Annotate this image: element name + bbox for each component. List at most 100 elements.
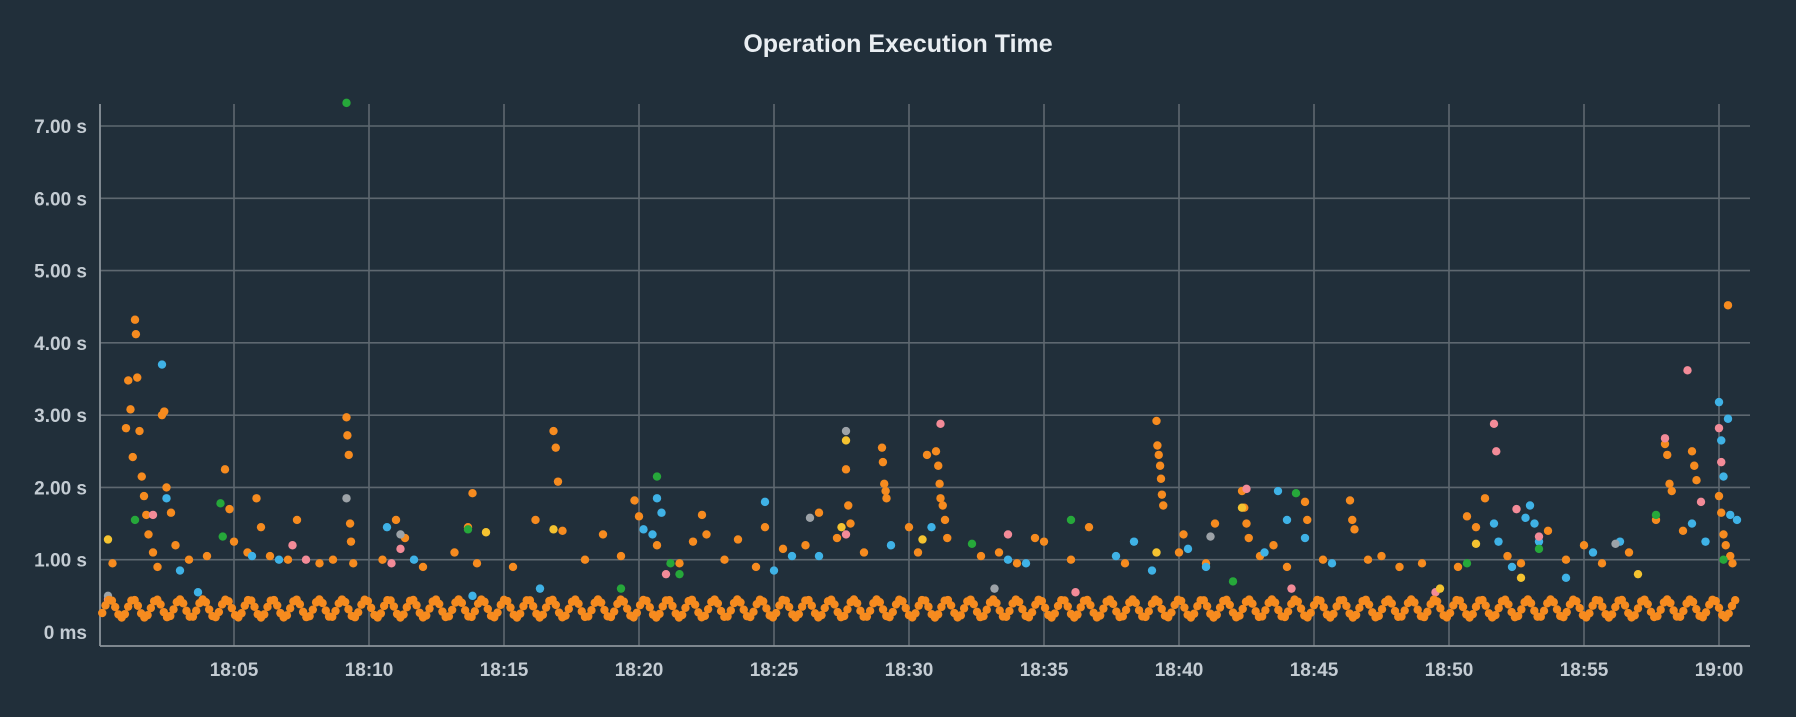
baseline-point	[1679, 606, 1688, 616]
data-point-blue	[1525, 501, 1535, 510]
data-point-orange	[751, 562, 761, 572]
baseline-point	[1154, 597, 1163, 607]
data-point-pink	[1287, 584, 1296, 593]
data-point-blue	[1183, 544, 1193, 554]
baseline-point	[597, 598, 606, 607]
data-point-green	[1651, 510, 1661, 520]
data-point-blue	[1489, 519, 1499, 528]
data-point-orange	[252, 494, 261, 503]
baseline-point	[470, 607, 480, 616]
baseline-point	[1342, 601, 1351, 611]
data-point-gray	[990, 584, 999, 593]
baseline-point	[295, 600, 305, 609]
baseline-point	[1329, 609, 1338, 619]
baseline-point	[1594, 596, 1604, 605]
baseline-point	[959, 604, 969, 613]
data-point-orange	[171, 541, 180, 550]
baseline-point	[1711, 596, 1720, 606]
baseline-point	[285, 604, 295, 613]
baseline-point	[781, 596, 791, 605]
data-point-orange	[1363, 555, 1373, 564]
baseline-point	[632, 608, 642, 617]
data-point-orange	[345, 519, 355, 528]
data-point-orange	[675, 559, 684, 568]
data-point-orange	[328, 555, 338, 564]
baseline-point	[111, 602, 120, 612]
data-point-pink	[661, 569, 671, 579]
baseline-point	[273, 601, 282, 610]
baseline-point	[840, 611, 849, 621]
baseline-point	[982, 605, 991, 614]
data-point-orange	[877, 443, 887, 452]
baseline-point	[681, 603, 690, 612]
baseline-point	[1121, 605, 1131, 615]
baseline-point	[528, 602, 538, 611]
data-point-pink	[1717, 457, 1726, 467]
data-point-orange	[1717, 508, 1726, 517]
baseline-point	[878, 605, 888, 614]
data-point-orange	[1660, 439, 1670, 449]
data-point-yellow	[1435, 584, 1445, 593]
data-point-yellow	[1516, 573, 1526, 582]
data-point-orange	[1503, 551, 1512, 561]
baseline-point	[1063, 602, 1072, 611]
data-point-blue	[175, 566, 185, 575]
data-point-pink	[1696, 497, 1706, 507]
data-point-orange	[128, 452, 137, 462]
data-point-orange	[1153, 441, 1162, 450]
baseline-point	[1724, 609, 1733, 618]
baseline-point	[1432, 597, 1442, 606]
data-point-orange	[1597, 559, 1607, 568]
baseline-point	[1468, 609, 1477, 619]
data-point-orange	[1066, 555, 1076, 564]
baseline-point	[1095, 611, 1105, 620]
baseline-point	[1526, 599, 1536, 608]
data-point-green	[1228, 577, 1238, 586]
data-point-orange	[1624, 548, 1634, 557]
chart-title: Operation Execution Time	[743, 30, 1052, 58]
baseline-point	[1731, 596, 1740, 605]
data-point-orange	[343, 431, 352, 440]
data-point-orange	[131, 329, 141, 339]
data-point-orange	[1561, 555, 1571, 564]
baseline-point	[1076, 603, 1085, 612]
y-tick-label: 2.00 s	[34, 478, 87, 499]
data-point-orange	[1687, 447, 1697, 456]
data-point-pink	[1660, 434, 1670, 443]
baseline-point	[503, 596, 512, 606]
baseline-point	[263, 602, 272, 612]
data-point-orange	[943, 533, 952, 543]
data-point-orange	[126, 405, 135, 414]
baseline-point	[1517, 605, 1526, 614]
data-point-pink	[1003, 530, 1013, 539]
data-point-pink	[387, 559, 396, 568]
data-point-blue	[927, 522, 936, 532]
baseline-point	[169, 605, 178, 614]
data-point-orange	[1690, 461, 1699, 470]
baseline-point	[506, 603, 515, 612]
data-point-yellow	[918, 535, 927, 544]
data-point-blue	[886, 541, 896, 550]
data-point-pink	[1534, 532, 1544, 541]
data-point-orange	[108, 559, 117, 568]
data-point-orange	[1417, 559, 1427, 568]
baseline-point	[1027, 608, 1037, 617]
data-point-orange	[702, 530, 711, 539]
baseline-point	[600, 605, 609, 615]
data-point-blue	[468, 591, 477, 601]
baseline-point	[389, 602, 399, 611]
data-point-green	[342, 98, 351, 108]
data-point-orange	[1242, 519, 1251, 528]
data-point-yellow	[1152, 548, 1161, 557]
data-point-orange	[1719, 530, 1728, 539]
baseline-point	[516, 609, 525, 618]
baseline-point	[1701, 608, 1711, 617]
data-point-blue	[1147, 566, 1157, 575]
data-point-orange	[133, 373, 142, 382]
baseline-point	[1656, 605, 1665, 614]
baseline-point	[1455, 596, 1465, 605]
baseline-point	[794, 609, 804, 619]
data-point-green	[1462, 559, 1472, 568]
baseline-point	[247, 596, 256, 605]
data-point-orange	[1159, 501, 1168, 510]
